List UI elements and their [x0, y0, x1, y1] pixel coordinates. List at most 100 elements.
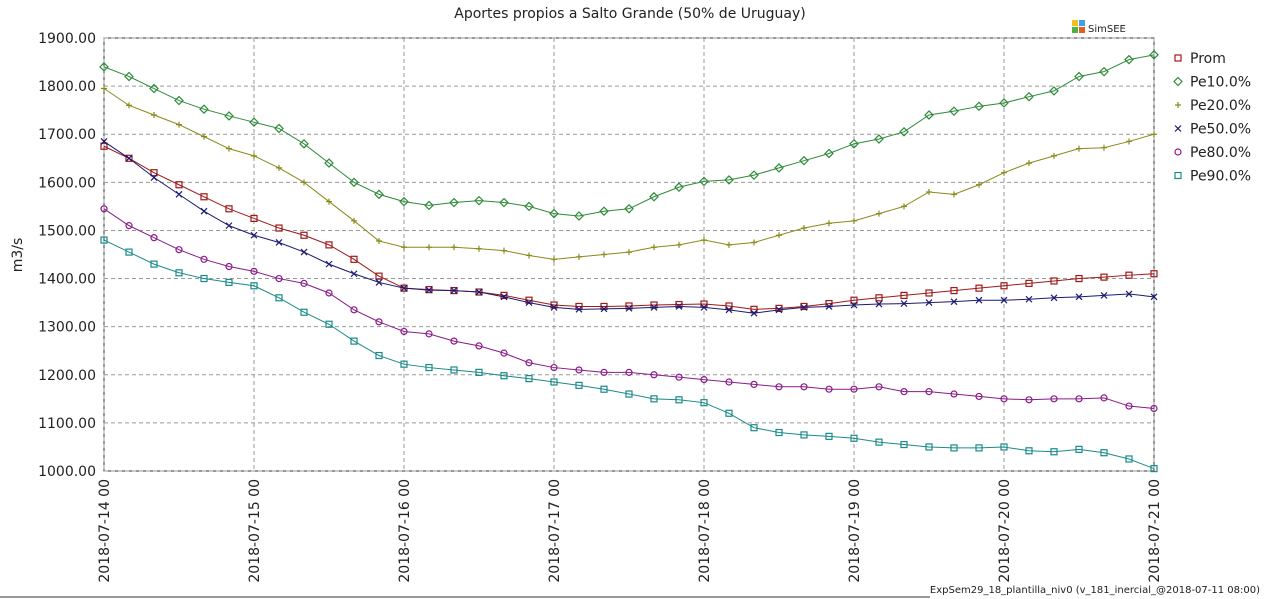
marker [526, 252, 532, 259]
marker [1100, 449, 1108, 457]
marker [774, 163, 784, 173]
marker [950, 298, 958, 306]
marker [824, 148, 834, 159]
marker [700, 399, 708, 407]
marker [200, 207, 208, 215]
marker [375, 278, 383, 286]
marker [775, 428, 783, 437]
marker [274, 123, 284, 134]
marker [925, 289, 933, 297]
marker [275, 274, 283, 283]
marker [324, 158, 334, 168]
marker [850, 434, 858, 442]
y-tick-label: 1100.00 [38, 416, 96, 432]
marker [725, 306, 733, 314]
marker [1125, 402, 1133, 410]
marker [750, 424, 758, 432]
marker [1051, 152, 1057, 159]
legend-marker [1174, 148, 1182, 156]
legend-label: Prom [1190, 51, 1226, 67]
marker [450, 337, 458, 345]
y-axis-label: m3/s [10, 238, 26, 273]
marker [675, 303, 683, 310]
marker [475, 288, 483, 296]
marker [700, 303, 708, 311]
marker [799, 155, 809, 166]
marker [1125, 455, 1133, 463]
marker [251, 152, 257, 159]
marker [349, 177, 359, 188]
marker [1050, 395, 1058, 403]
marker [949, 106, 959, 116]
marker [1001, 169, 1007, 176]
marker [850, 296, 858, 304]
marker [724, 175, 734, 185]
marker [625, 368, 633, 376]
marker [201, 133, 207, 140]
marker [700, 375, 708, 384]
marker [800, 302, 808, 311]
marker [1075, 445, 1083, 453]
marker [325, 241, 333, 249]
marker [900, 440, 908, 449]
marker [725, 409, 733, 417]
y-tick-label: 1400.00 [38, 272, 96, 288]
marker [200, 193, 208, 201]
marker [776, 232, 782, 239]
marker [150, 234, 158, 242]
y-tick-label: 1000.00 [38, 464, 96, 480]
marker [225, 222, 233, 230]
marker [1124, 54, 1134, 65]
marker [425, 363, 433, 372]
marker [350, 255, 358, 263]
marker [475, 342, 483, 350]
marker [600, 385, 608, 393]
marker [750, 309, 758, 317]
marker [376, 238, 382, 245]
marker [1025, 279, 1033, 287]
marker [275, 239, 283, 246]
marker [399, 196, 409, 207]
marker [200, 274, 208, 283]
marker [1050, 448, 1058, 456]
marker [300, 279, 308, 287]
marker [975, 444, 983, 452]
marker [351, 217, 357, 224]
y-tick-label: 1300.00 [38, 320, 96, 336]
marker [199, 104, 209, 115]
marker [575, 366, 583, 374]
marker [550, 363, 558, 372]
marker [976, 181, 982, 188]
x-tick-label: 2018-07-19 00 [847, 479, 863, 583]
marker [299, 138, 309, 149]
marker [850, 301, 858, 309]
marker [750, 305, 758, 313]
marker [851, 217, 857, 224]
marker [826, 220, 832, 227]
marker [176, 121, 182, 128]
marker [675, 300, 683, 309]
marker [1074, 71, 1084, 82]
marker [450, 287, 458, 295]
marker [101, 85, 107, 92]
legend-label: Pe50.0% [1190, 122, 1251, 138]
footer: ExpSem29_18_plantilla_niv0 (v_181_inerci… [930, 585, 1260, 596]
marker [651, 244, 657, 251]
marker [775, 383, 783, 391]
marker [1000, 296, 1008, 304]
marker [326, 198, 332, 205]
marker [151, 111, 157, 118]
marker [451, 244, 457, 251]
marker [875, 300, 883, 308]
marker [674, 182, 684, 192]
marker [225, 278, 233, 287]
marker [550, 378, 558, 386]
legend-label: Pe10.0% [1190, 75, 1251, 91]
legend-marker [1175, 102, 1181, 108]
legend-marker [1174, 125, 1182, 132]
marker [450, 366, 458, 374]
marker [125, 222, 133, 230]
marker [1075, 293, 1083, 301]
series-line [103, 88, 1155, 260]
marker [325, 320, 333, 328]
